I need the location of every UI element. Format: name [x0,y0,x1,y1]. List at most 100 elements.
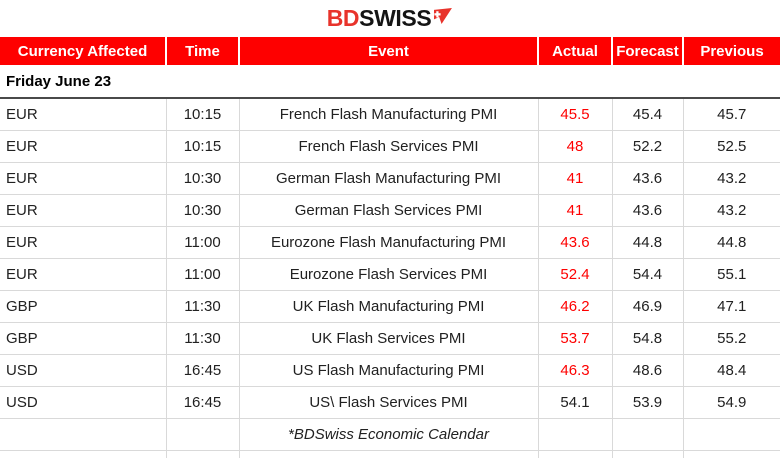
logo-text-swiss: SWISS [359,5,432,31]
footer-note-row: *BDSwiss Economic Calendar [0,418,780,451]
event-cell: UK Flash Services PMI [239,322,539,355]
col-header-previous: Previous [683,37,780,65]
previous-value: 55.1 [683,258,780,291]
time-cell: 10:30 [166,162,240,195]
event-row: GBP 11:30 UK Flash Services PMI 53.7 54.… [0,322,780,355]
col-header-forecast: Forecast [612,37,684,65]
date-row: Friday June 23 [0,65,780,99]
previous-value: 55.2 [683,322,780,355]
previous-value: 43.2 [683,162,780,195]
actual-value: 53.7 [538,322,613,355]
previous-value: 44.8 [683,226,780,259]
event-cell: Eurozone Flash Services PMI [239,258,539,291]
forecast-value: 43.6 [612,194,684,227]
event-row: USD 16:45 US\ Flash Services PMI 54.1 53… [0,386,780,419]
actual-value: 43.6 [538,226,613,259]
actual-value: 46.3 [538,354,613,387]
empty-cell [612,450,684,458]
previous-value: 47.1 [683,290,780,323]
date-label: Friday June 23 [0,65,780,99]
forecast-value: 46.9 [612,290,684,323]
time-cell: 16:45 [166,354,240,387]
actual-value: 46.2 [538,290,613,323]
empty-cell [538,418,613,451]
forecast-value: 48.6 [612,354,684,387]
bdswiss-logo: BD SWISS [327,7,454,30]
event-cell: German Flash Services PMI [239,194,539,227]
partial-bottom-row [0,450,780,458]
col-header-event: Event [239,37,539,65]
time-cell: 10:15 [166,130,240,163]
event-row: GBP 11:30 UK Flash Manufacturing PMI 46.… [0,290,780,323]
logo-bar: BD SWISS [0,0,780,37]
time-cell: 11:00 [166,258,240,291]
event-cell: Eurozone Flash Manufacturing PMI [239,226,539,259]
time-cell: 10:30 [166,194,240,227]
currency-cell: EUR [0,258,167,291]
previous-value: 52.5 [683,130,780,163]
empty-cell [239,450,539,458]
forecast-value: 45.4 [612,98,684,131]
actual-value: 41 [538,194,613,227]
actual-value: 45.5 [538,98,613,131]
currency-cell: EUR [0,194,167,227]
currency-cell: USD [0,386,167,419]
event-row: EUR 10:30 German Flash Services PMI 41 4… [0,194,780,227]
empty-cell [0,418,167,451]
event-row: EUR 11:00 Eurozone Flash Services PMI 52… [0,258,780,291]
event-cell: US Flash Manufacturing PMI [239,354,539,387]
empty-cell [166,418,240,451]
actual-value: 48 [538,130,613,163]
col-header-actual: Actual [538,37,613,65]
event-row: EUR 10:15 French Flash Services PMI 48 5… [0,130,780,163]
time-cell: 10:15 [166,98,240,131]
currency-cell: USD [0,354,167,387]
event-row: EUR 11:00 Eurozone Flash Manufacturing P… [0,226,780,259]
event-row: EUR 10:15 French Flash Manufacturing PMI… [0,98,780,131]
col-header-currency-affected: Currency Affected [0,37,167,65]
col-header-time: Time [166,37,240,65]
forecast-value: 44.8 [612,226,684,259]
event-cell: French Flash Services PMI [239,130,539,163]
empty-cell [538,450,613,458]
economic-calendar-table: Currency Affected Time Event Actual Fore… [0,37,780,458]
previous-value: 45.7 [683,98,780,131]
currency-cell: GBP [0,322,167,355]
forecast-value: 53.9 [612,386,684,419]
previous-value: 54.9 [683,386,780,419]
logo-text-bd: BD [326,5,360,31]
currency-cell: EUR [0,98,167,131]
actual-value: 52.4 [538,258,613,291]
event-cell: US\ Flash Services PMI [239,386,539,419]
currency-cell: EUR [0,130,167,163]
table-header-row: Currency Affected Time Event Actual Fore… [0,37,780,65]
currency-cell: EUR [0,226,167,259]
time-cell: 11:30 [166,290,240,323]
empty-cell [612,418,684,451]
event-cell: German Flash Manufacturing PMI [239,162,539,195]
empty-cell [683,418,780,451]
swiss-cross-arrow-icon [434,7,453,24]
forecast-value: 52.2 [612,130,684,163]
previous-value: 48.4 [683,354,780,387]
empty-cell [683,451,780,458]
event-cell: UK Flash Manufacturing PMI [239,290,539,323]
time-cell: 16:45 [166,386,240,419]
calendar-body: Friday June 23 EUR 10:15 French Flash Ma… [0,65,780,419]
empty-cell [166,450,240,458]
forecast-value: 54.4 [612,258,684,291]
event-row: USD 16:45 US Flash Manufacturing PMI 46.… [0,354,780,387]
actual-value: 41 [538,162,613,195]
time-cell: 11:00 [166,226,240,259]
previous-value: 43.2 [683,194,780,227]
empty-cell [0,450,167,458]
currency-cell: EUR [0,162,167,195]
event-cell: French Flash Manufacturing PMI [239,98,539,131]
currency-cell: GBP [0,290,167,323]
forecast-value: 43.6 [612,162,684,195]
footer-note: *BDSwiss Economic Calendar [239,418,539,451]
time-cell: 11:30 [166,322,240,355]
actual-value: 54.1 [538,386,613,419]
forecast-value: 54.8 [612,322,684,355]
